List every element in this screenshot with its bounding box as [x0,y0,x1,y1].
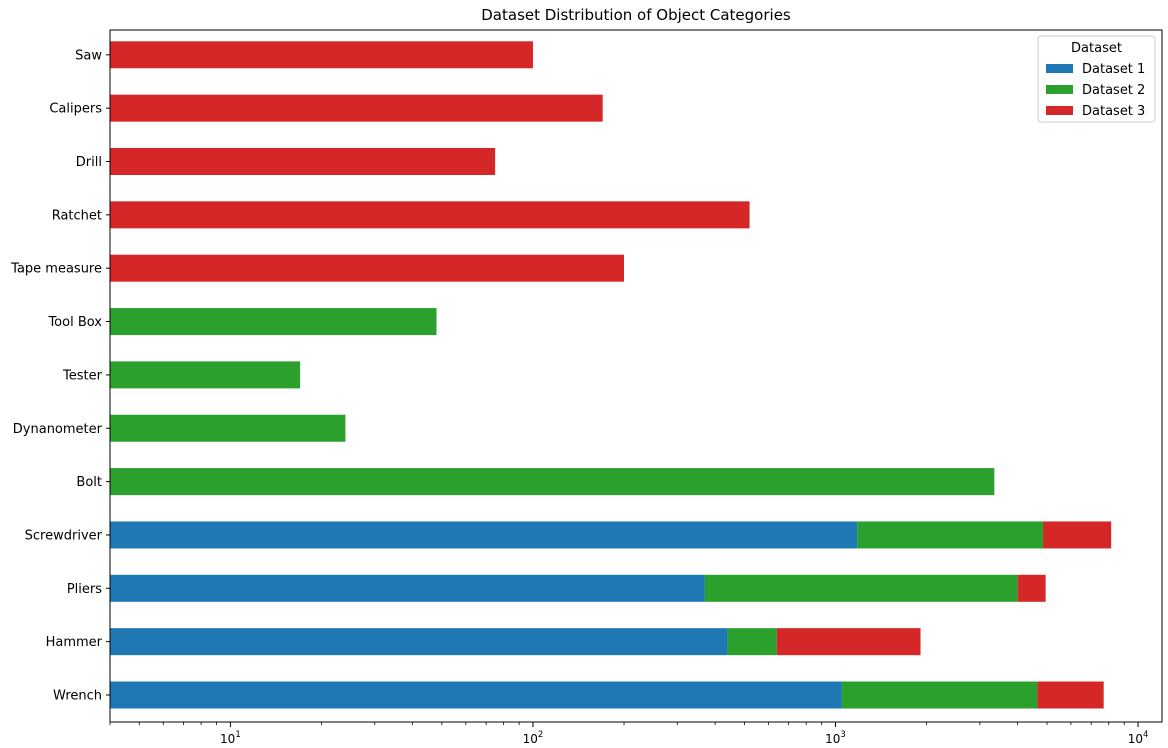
bar-dynanometer-dataset-2 [110,414,346,442]
legend-label-dataset-1: Dataset 1 [1082,62,1145,77]
y-tick-label-calipers: Calipers [49,102,102,117]
bar-screwdriver-dataset-1 [110,521,858,549]
x-tick-label-1000: 103 [825,730,846,746]
y-tick-label-tester: Tester [62,368,103,383]
bar-pliers-dataset-3 [1017,574,1046,602]
bar-tester-dataset-2 [110,361,301,389]
legend-swatch-dataset-3 [1046,106,1073,115]
bar-hammer-dataset-3 [776,628,921,656]
y-tick-label-wrench: Wrench [53,689,102,704]
legend-label-dataset-2: Dataset 2 [1082,83,1145,98]
y-tick-label-ratchet: Ratchet [52,208,102,223]
bar-wrench-dataset-1 [110,681,842,709]
y-tick-label-pliers: Pliers [67,582,102,597]
bar-pliers-dataset-1 [110,574,705,602]
bar-calipers-dataset-3 [110,94,603,122]
bar-tool-box-dataset-2 [110,308,437,336]
plot-frame [109,29,1163,723]
y-tick-label-saw: Saw [75,48,102,63]
bar-pliers-dataset-2 [704,574,1018,602]
bar-wrench-dataset-3 [1037,681,1104,709]
y-tick-label-hammer: Hammer [46,635,103,650]
y-tick-label-dynanometer: Dynanometer [13,422,103,437]
bar-screwdriver-dataset-2 [857,521,1043,549]
y-tick-label-drill: Drill [76,155,102,170]
bar-hammer-dataset-2 [727,628,777,656]
bar-tape-measure-dataset-3 [110,254,625,282]
x-tick-label-10: 101 [220,730,241,746]
bar-hammer-dataset-1 [110,628,728,656]
x-tick-label-100: 102 [523,730,544,746]
bar-bolt-dataset-2 [110,468,995,496]
legend-swatch-dataset-2 [1046,85,1073,94]
bar-ratchet-dataset-3 [110,201,750,229]
bar-wrench-dataset-2 [841,681,1038,709]
legend-box [1037,35,1156,123]
y-tick-label-tape-measure: Tape measure [10,262,102,277]
legend-title: Dataset [1071,41,1122,56]
y-tick-label-screwdriver: Screwdriver [25,528,103,543]
bar-drill-dataset-3 [110,148,496,175]
y-tick-label-bolt: Bolt [76,475,102,490]
bar-saw-dataset-3 [110,41,533,69]
x-axis: 101 102 103 104 [109,722,1149,746]
bars-group [110,41,1112,709]
legend-label-dataset-3: Dataset 3 [1082,104,1145,119]
y-tick-label-tool-box: Tool Box [47,315,102,330]
chart-title: Dataset Distribution of Object Categorie… [481,6,791,24]
legend: Dataset Dataset 1 Dataset 2 Dataset 3 [1037,35,1156,123]
legend-swatch-dataset-1 [1046,64,1073,73]
x-tick-label-10000: 104 [1128,730,1149,746]
y-axis: Wrench Hammer Pliers Screwdriver Bolt Dynanom… [10,48,110,704]
bar-screwdriver-dataset-3 [1042,521,1112,549]
